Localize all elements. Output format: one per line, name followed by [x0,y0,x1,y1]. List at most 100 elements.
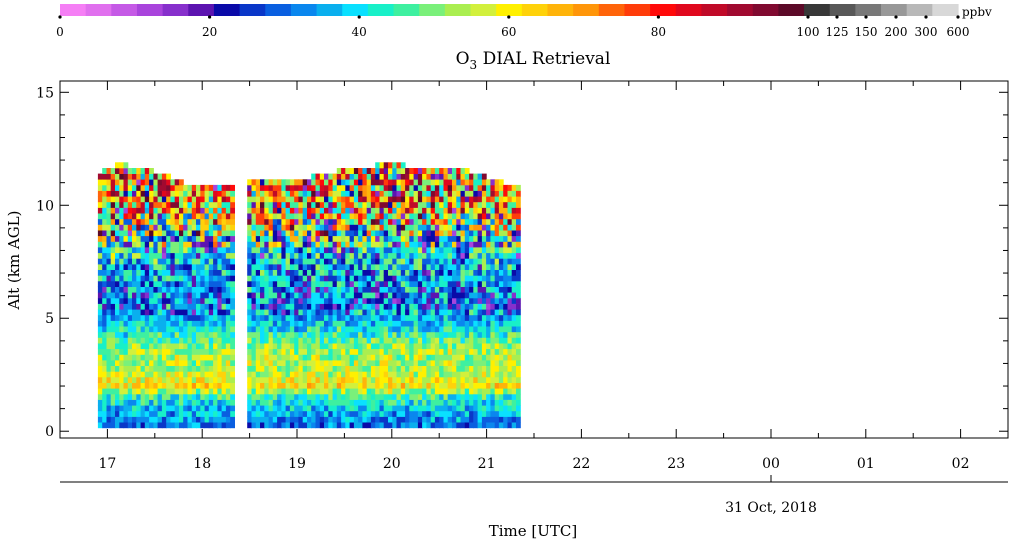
heatmap-cell [217,235,223,242]
heatmap-cell [328,218,334,225]
heatmap-cell [302,179,308,186]
heatmap-cell [332,201,338,208]
heatmap-cell [413,416,419,423]
heatmap-cell [498,213,504,220]
heatmap-cell [153,343,159,350]
heatmap-cell [413,258,419,265]
heatmap-cell [430,286,436,293]
heatmap-cell [97,360,103,366]
heatmap-cell [268,354,274,361]
heatmap-cell [196,388,201,395]
heatmap-cell [405,213,410,220]
heatmap-cell [383,252,389,259]
heatmap-cell [473,337,479,344]
heatmap-cell [477,388,483,395]
heatmap-cell [289,337,295,344]
heatmap-cell [311,230,316,237]
heatmap-cell [268,230,274,237]
heatmap-cell [285,247,291,254]
heatmap-cell [136,416,142,423]
heatmap-cell [375,213,380,220]
heatmap-cell [264,371,270,378]
heatmap-cell [255,331,261,338]
heatmap-cell [102,201,107,208]
heatmap-cell [200,224,206,231]
heatmap-cell [345,422,351,429]
heatmap-cell [456,410,462,417]
heatmap-cell [473,230,479,237]
heatmap-cell [417,309,423,316]
heatmap-cell [452,377,457,383]
heatmap-cell [388,354,393,361]
heatmap-cell [149,281,154,287]
heatmap-cell [294,422,299,429]
heatmap-cell [358,326,363,333]
heatmap-cell [204,399,210,406]
heatmap-cell [281,218,287,225]
heatmap-cell [183,399,188,406]
heatmap-cell [183,184,188,191]
heatmap-cell [166,179,171,186]
heatmap-cell [161,230,167,237]
heatmap-cell [332,371,338,378]
heatmap-cell [336,297,342,304]
heatmap-cell [336,286,342,293]
heatmap-cell [140,371,146,378]
heatmap-cell [366,360,372,366]
heatmap-cell [366,326,372,333]
heatmap-cell [311,275,316,282]
heatmap-cell [225,264,231,270]
x-tick-label: 00 [762,456,780,472]
heatmap-cell [149,360,154,366]
heatmap-cell [473,309,479,316]
heatmap-cell [349,303,355,310]
heatmap-cell [473,343,479,350]
heatmap-cell [132,326,137,333]
heatmap-cell [247,331,252,338]
heatmap-cell [392,331,398,338]
heatmap-cell [119,354,125,361]
heatmap-cell [486,207,491,214]
heatmap-cell [110,264,116,270]
heatmap-cell [341,196,346,203]
heatmap-cell [213,326,218,333]
heatmap-cell [498,337,504,344]
heatmap-cell [123,422,129,429]
heatmap-cell [272,331,278,338]
heatmap-cell [375,286,380,293]
heatmap-cell [481,320,487,327]
heatmap-cell [97,371,103,378]
heatmap-cell [332,230,338,237]
heatmap-cell [225,399,231,406]
heatmap-cell [268,292,274,299]
heatmap-cell [213,281,218,287]
heatmap-cell [366,331,372,338]
heatmap-cell [307,410,312,417]
heatmap-cell [341,382,346,389]
heatmap-cell [434,184,440,191]
colorbar-tick-label: 100 [797,25,820,39]
heatmap-cell [281,207,287,214]
heatmap-cell [144,343,150,350]
heatmap-cell [452,348,457,355]
x-tick-label: 23 [667,456,685,472]
heatmap-cell [208,213,214,220]
heatmap-cell [349,230,355,237]
heatmap-cell [110,309,116,316]
heatmap-cell [200,190,206,197]
heatmap-cell [345,416,351,423]
heatmap-cell [400,416,406,423]
heatmap-cell [166,410,171,417]
heatmap-cell [281,314,287,321]
heatmap-cell [123,382,129,389]
heatmap-cell [336,422,342,429]
heatmap-cell [289,371,295,378]
heatmap-cell [413,264,419,270]
heatmap-cell [307,416,312,423]
heatmap-cell [370,207,376,214]
heatmap-cell [383,382,389,389]
heatmap-cell [132,382,137,389]
heatmap-cell [417,326,423,333]
heatmap-cell [396,365,402,372]
heatmap-cell [294,179,299,186]
